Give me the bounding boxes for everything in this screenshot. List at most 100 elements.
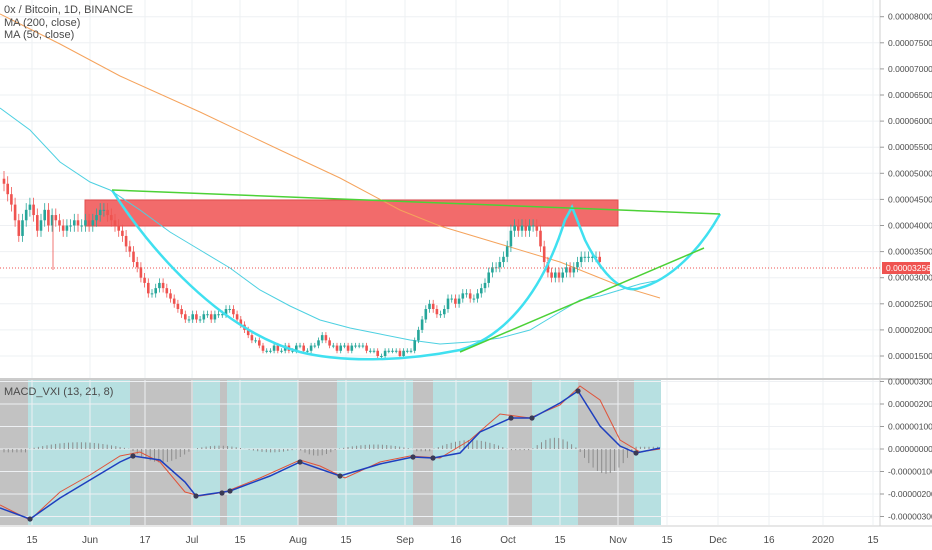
candle-body <box>542 246 546 263</box>
candle-body <box>583 256 587 258</box>
x-tick-label: 15 <box>26 535 38 546</box>
candle-body <box>513 225 516 231</box>
candle-body <box>369 350 372 352</box>
candle-body <box>258 340 261 346</box>
candle-body <box>332 345 335 347</box>
macd-y-tick-label: -0.00000100 <box>888 467 932 477</box>
candle-body <box>76 220 80 226</box>
candle-body <box>132 251 135 263</box>
candle-body <box>302 345 305 351</box>
macd-y-tick-label: -0.00000200 <box>888 489 932 499</box>
candle-body <box>113 220 117 226</box>
candle-body <box>387 350 391 352</box>
macd-cross-marker <box>219 490 225 496</box>
x-tick-label: 15 <box>234 535 246 546</box>
candle-body <box>465 293 468 295</box>
macd-bg-gray-band <box>413 380 433 525</box>
symbol-title: 0x / Bitcoin, 1D, BINANCE <box>4 4 133 16</box>
candle-body <box>58 220 61 226</box>
candle-body <box>435 309 439 315</box>
macd-y-tick-label: 0.00000200 <box>888 399 932 409</box>
candle-body <box>135 262 139 268</box>
candle-body <box>531 225 535 227</box>
candle-body <box>335 345 339 351</box>
candle-body <box>498 262 502 268</box>
candle-body <box>346 345 350 351</box>
candle-body <box>36 215 39 231</box>
x-tick-label: Jun <box>82 535 98 546</box>
candle-body <box>572 267 576 273</box>
macd-cross-marker <box>430 455 436 461</box>
macd-cross-marker <box>575 388 581 394</box>
candle-body <box>487 272 490 283</box>
macd-cross-marker <box>337 473 343 479</box>
candle-body <box>65 225 69 231</box>
candle-body <box>87 220 91 226</box>
candle-body <box>69 225 72 227</box>
candle-body <box>598 256 601 263</box>
x-tick-label: 16 <box>763 535 775 546</box>
macd-cross-marker <box>633 450 639 456</box>
candle-body <box>280 350 283 352</box>
candle-body <box>250 335 254 341</box>
candle-body <box>161 282 165 289</box>
candle-body <box>557 272 561 278</box>
candle-body <box>587 256 590 258</box>
y-tick-label: 0.00004500 <box>888 194 932 204</box>
macd-y-tick-label: 0.00000100 <box>888 422 932 432</box>
candle-body <box>50 215 54 226</box>
candle-body <box>6 183 9 195</box>
candle-body <box>217 314 220 316</box>
candle-body <box>158 282 161 289</box>
candle-body <box>391 350 394 352</box>
candle-body <box>95 215 98 221</box>
candle-body <box>461 293 465 299</box>
candle-body <box>143 277 146 283</box>
candle-body <box>117 225 120 231</box>
candle-body <box>520 225 524 231</box>
candle-body <box>413 340 416 351</box>
macd-y-tick-label: 0.00000000 <box>888 444 932 454</box>
macd-cross-marker <box>410 454 416 460</box>
candle-body <box>409 350 413 352</box>
candle-body <box>232 309 235 315</box>
x-tick-label: 15 <box>867 535 879 546</box>
candle-body <box>483 282 487 289</box>
candle-body <box>98 209 102 216</box>
x-tick-label: Dec <box>709 535 727 546</box>
y-tick-label: 0.00008000 <box>888 12 932 22</box>
candle-body <box>561 272 564 278</box>
candle-body <box>110 215 113 221</box>
candle-body <box>261 345 265 351</box>
candle-body <box>372 350 376 352</box>
x-tick-label: 2020 <box>812 535 835 546</box>
x-tick-label: Jul <box>186 535 199 546</box>
candle-body <box>450 298 453 300</box>
candle-body <box>394 350 398 352</box>
x-tick-label: 15 <box>661 535 673 546</box>
candle-body <box>2 178 6 184</box>
candle-body <box>357 345 361 347</box>
candle-body <box>202 314 206 320</box>
candle-body <box>576 262 579 268</box>
macd-bg-gray-band <box>0 380 28 525</box>
candle-body <box>172 298 176 304</box>
candle-body <box>309 345 313 351</box>
macd-y-tick-label: -0.00000300 <box>888 512 932 522</box>
resistance-zone <box>84 199 619 227</box>
y-tick-label: 0.00007000 <box>888 64 932 74</box>
y-tick-label: 0.00006500 <box>888 90 932 100</box>
x-tick-label: Aug <box>289 535 307 546</box>
candle-body <box>546 262 550 273</box>
candle-body <box>443 309 446 315</box>
candle-body <box>505 246 509 257</box>
candle-body <box>361 345 365 347</box>
y-tick-label: 0.00007500 <box>888 38 932 48</box>
candle-body <box>124 235 128 247</box>
candle-body <box>339 345 342 351</box>
candle-body <box>54 215 58 221</box>
candle-body <box>206 314 209 316</box>
candle-body <box>246 329 250 336</box>
candle-body <box>47 209 50 226</box>
